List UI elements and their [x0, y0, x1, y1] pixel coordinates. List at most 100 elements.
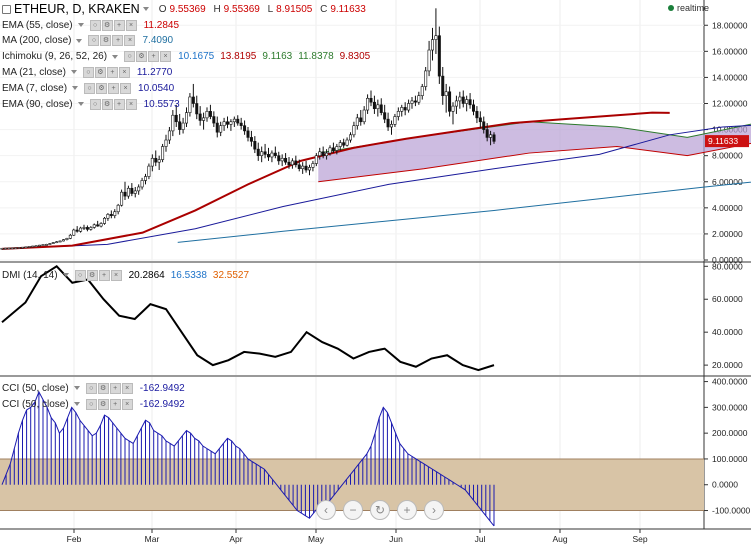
price-tick-label: 0.00000 — [712, 255, 743, 265]
zoom-in-button[interactable]: + — [397, 500, 417, 520]
candle — [17, 247, 21, 249]
symbol-dropdown-icon[interactable] — [142, 7, 149, 11]
indicator-settings-icon[interactable]: ⚙ — [96, 82, 108, 94]
cci-dropdown-icon[interactable] — [73, 386, 80, 390]
cci-add-icon[interactable]: + — [109, 382, 121, 394]
cci-dropdown-icon[interactable] — [73, 402, 80, 406]
indicator-value: 10.5573 — [143, 98, 180, 110]
last-price-label: 9.11633 — [708, 136, 738, 146]
indicator-settings-icon[interactable]: ⚙ — [136, 51, 148, 63]
cci-hide-icon[interactable]: ○ — [85, 398, 97, 410]
indicator-add-icon[interactable]: + — [113, 19, 125, 31]
cci-settings-icon[interactable]: ⚙ — [97, 398, 109, 410]
high-value: 9.55369 — [223, 3, 260, 15]
indicator-name[interactable]: MA (200, close) — [2, 35, 72, 47]
ichimoku-span-b — [318, 142, 751, 183]
candle — [123, 191, 127, 197]
indicator-name[interactable]: EMA (55, close) — [2, 19, 73, 31]
indicator-hide-icon[interactable]: ○ — [89, 19, 101, 31]
indicator-remove-icon[interactable]: × — [120, 82, 132, 94]
indicator-settings-icon[interactable]: ⚙ — [100, 35, 112, 47]
indicator-add-icon[interactable]: + — [108, 82, 120, 94]
dmi-dropdown-icon[interactable] — [62, 273, 69, 277]
cci-hide-icon[interactable]: ○ — [85, 382, 97, 394]
indicator-settings-icon[interactable]: ⚙ — [94, 66, 106, 78]
scroll-left-button[interactable]: ‹ — [316, 500, 336, 520]
time-tick-label: May — [308, 534, 325, 544]
price-tick-label: 8.00000 — [712, 151, 743, 161]
dmi-remove-icon[interactable]: × — [110, 269, 122, 281]
candle — [441, 75, 445, 96]
price-tick-label: 12.00000 — [712, 99, 748, 109]
indicator-hide-icon[interactable]: ○ — [82, 66, 94, 78]
cci-name[interactable]: CCI (50, close) — [2, 382, 69, 394]
candle — [342, 142, 346, 146]
indicator-name[interactable]: MA (21, close) — [2, 66, 66, 78]
dmi-settings-icon[interactable]: ⚙ — [86, 269, 98, 281]
candle — [147, 165, 151, 177]
candle — [99, 223, 103, 227]
price-tick-label: 4.00000 — [712, 203, 743, 213]
indicator-dropdown-icon[interactable] — [72, 86, 79, 91]
candle — [352, 125, 356, 136]
cci-name[interactable]: CCI (50, close) — [2, 398, 69, 410]
candle — [232, 118, 236, 123]
indicator-settings-icon[interactable]: ⚙ — [101, 98, 113, 110]
indicator-dropdown-icon[interactable] — [77, 23, 84, 27]
reset-zoom-button[interactable]: ↻ — [370, 500, 390, 520]
chart-symbol[interactable]: ETHEUR, D, KRAKEN — [14, 2, 140, 16]
candle — [376, 104, 380, 110]
candle — [386, 118, 390, 128]
indicator-dropdown-icon[interactable] — [70, 70, 77, 75]
indicator-remove-icon[interactable]: × — [124, 35, 136, 47]
candle — [68, 234, 72, 239]
candle — [434, 35, 438, 40]
cci-add-icon[interactable]: + — [109, 398, 121, 410]
candle — [325, 152, 329, 156]
indicator-dropdown-icon[interactable] — [77, 102, 84, 106]
dmi-tick-label: 60.0000 — [712, 294, 743, 304]
indicator-dropdown-icon[interactable] — [112, 54, 119, 59]
indicator-remove-icon[interactable]: × — [125, 19, 137, 31]
candle — [318, 151, 322, 156]
candle — [427, 49, 431, 72]
indicator-name[interactable]: Ichimoku (9, 26, 52, 26) — [2, 51, 108, 63]
indicator-add-icon[interactable]: + — [148, 51, 160, 63]
dmi-tick-label: 40.0000 — [712, 327, 743, 337]
time-tick-label: Jul — [475, 534, 486, 544]
candle — [284, 157, 288, 163]
dmi-name[interactable]: DMI (14, 14) — [2, 269, 58, 281]
cci-remove-icon[interactable]: × — [121, 398, 133, 410]
candle — [270, 152, 274, 158]
indicator-value: 11.8378 — [298, 51, 334, 63]
indicator-hide-icon[interactable]: ○ — [88, 35, 100, 47]
indicator-remove-icon[interactable]: × — [118, 66, 130, 78]
scroll-right-button[interactable]: › — [424, 500, 444, 520]
indicator-settings-icon[interactable]: ⚙ — [101, 19, 113, 31]
indicator-add-icon[interactable]: + — [113, 98, 125, 110]
candle — [109, 214, 113, 216]
indicator-hide-icon[interactable]: ○ — [124, 51, 136, 63]
candle — [130, 187, 134, 194]
indicator-hide-icon[interactable]: ○ — [84, 82, 96, 94]
dmi-hide-icon[interactable]: ○ — [74, 269, 86, 281]
indicator-remove-icon[interactable]: × — [125, 98, 137, 110]
indicator-add-icon[interactable]: + — [106, 66, 118, 78]
indicator-remove-icon[interactable]: × — [160, 51, 172, 63]
zoom-out-button[interactable]: − — [343, 500, 363, 520]
indicator-dropdown-icon[interactable] — [76, 38, 83, 43]
collapse-icon[interactable] — [2, 4, 11, 14]
candle — [126, 187, 130, 197]
indicator-name[interactable]: EMA (7, close) — [2, 82, 68, 94]
indicator-add-icon[interactable]: + — [112, 35, 124, 47]
cci-remove-icon[interactable]: × — [121, 382, 133, 394]
realtime-dot-icon — [668, 5, 674, 11]
indicator-name[interactable]: EMA (90, close) — [2, 98, 73, 110]
price-tick-label: 18.00000 — [712, 20, 748, 30]
dmi-add-icon[interactable]: + — [98, 269, 110, 281]
candle — [219, 125, 223, 133]
cci-settings-icon[interactable]: ⚙ — [97, 382, 109, 394]
indicator-hide-icon[interactable]: ○ — [89, 98, 101, 110]
candle — [85, 227, 89, 230]
indicator-value: 7.4090 — [142, 35, 174, 47]
